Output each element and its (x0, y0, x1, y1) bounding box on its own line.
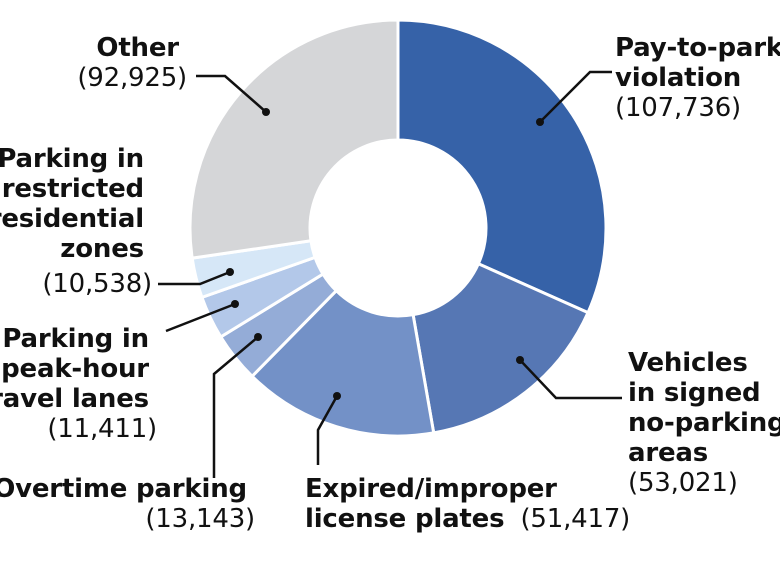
leader-dot-peak-hour-lanes (231, 300, 239, 308)
leader-line-restricted-residential (158, 270, 231, 286)
leader-line-pay-to-park (539, 70, 612, 123)
leader-dot-other (262, 108, 270, 116)
leader-line-other (196, 74, 267, 113)
leader-lines (158, 70, 622, 478)
label-expired-plates: Expired/improper license plates (51,417) (305, 474, 630, 534)
donut-slices (188, 18, 608, 438)
slice-pay-to-park-violation (396, 18, 608, 315)
label-overtime-parking: Overtime parking (13,143) (0, 474, 255, 534)
slice-expired-improper-license-plates (250, 288, 436, 438)
leader-dot-restricted-residential (226, 268, 234, 276)
label-vehicles-no-parking: Vehicles in signed no-parking areas (53,… (628, 348, 780, 498)
label-restricted-residential: Parking in restricted residential zones … (0, 144, 152, 299)
leader-line-overtime-parking (212, 336, 259, 478)
leader-dot-overtime-parking (254, 333, 262, 341)
label-peak-hour-lanes: Parking in peak-hour travel lanes (11,41… (0, 324, 157, 444)
leader-dot-vehicles-no-parking (516, 356, 524, 364)
label-pay-to-park: Pay-to-park violation (107,736) (615, 33, 780, 123)
leader-line-expired-plates (316, 395, 339, 465)
leader-line-vehicles-no-parking (519, 359, 622, 400)
leader-dot-pay-to-park (536, 118, 544, 126)
leader-line-peak-hour-lanes (165, 302, 236, 333)
slice-vehicles-in-signed-no-parking-areas (411, 261, 590, 435)
label-other: Other (92,925) (77, 33, 187, 93)
leader-dot-expired-plates (333, 392, 341, 400)
slice-other (188, 18, 400, 260)
